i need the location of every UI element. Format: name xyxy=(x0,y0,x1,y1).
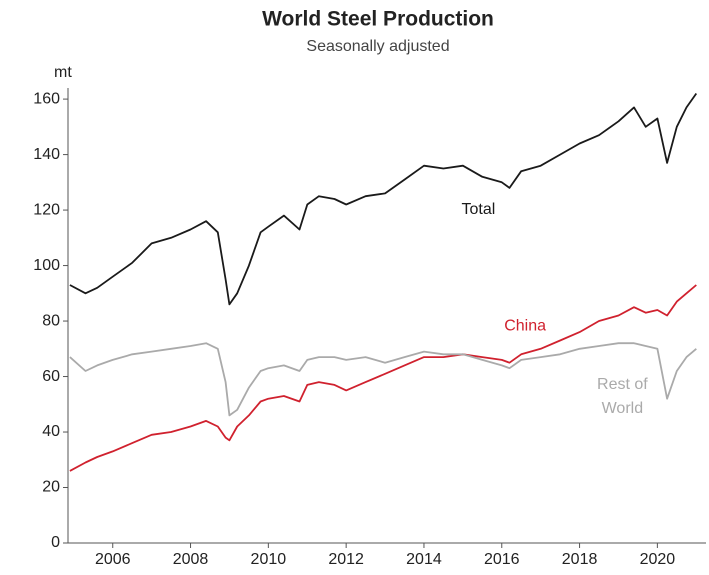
y-tick-label: 80 xyxy=(42,312,60,329)
annotation-line: Rest of xyxy=(597,376,648,393)
x-tick-label: 2014 xyxy=(406,551,442,568)
chart-subtitle: Seasonally adjusted xyxy=(306,38,449,55)
series-line xyxy=(69,342,697,417)
x-tick-label: 2018 xyxy=(562,551,598,568)
y-axis-label: mt xyxy=(54,64,72,81)
annotation-line: China xyxy=(504,318,546,335)
series-line xyxy=(69,284,697,472)
annotation: Total xyxy=(462,201,496,218)
y-tick-label: 100 xyxy=(33,257,60,274)
y-tick-label: 0 xyxy=(51,534,60,551)
annotation: China xyxy=(504,318,546,335)
x-tick-label: 2008 xyxy=(173,551,209,568)
series-line xyxy=(69,92,698,306)
y-tick-label: 60 xyxy=(42,368,60,385)
x-tick-label: 2010 xyxy=(251,551,287,568)
annotation-line: Total xyxy=(462,201,496,218)
y-tick-label: 120 xyxy=(33,201,60,218)
x-tick-label: 2020 xyxy=(640,551,676,568)
x-tick-label: 2016 xyxy=(484,551,520,568)
y-tick-label: 40 xyxy=(42,423,60,440)
annotation-line: World xyxy=(602,400,644,417)
y-tick-label: 160 xyxy=(33,90,60,107)
annotation: Rest of World xyxy=(597,376,648,417)
x-tick-label: 2012 xyxy=(328,551,364,568)
y-tick-label: 20 xyxy=(42,479,60,496)
chart-title: World Steel Production xyxy=(262,8,494,31)
x-tick-label: 2006 xyxy=(95,551,131,568)
y-tick-label: 140 xyxy=(33,146,60,163)
